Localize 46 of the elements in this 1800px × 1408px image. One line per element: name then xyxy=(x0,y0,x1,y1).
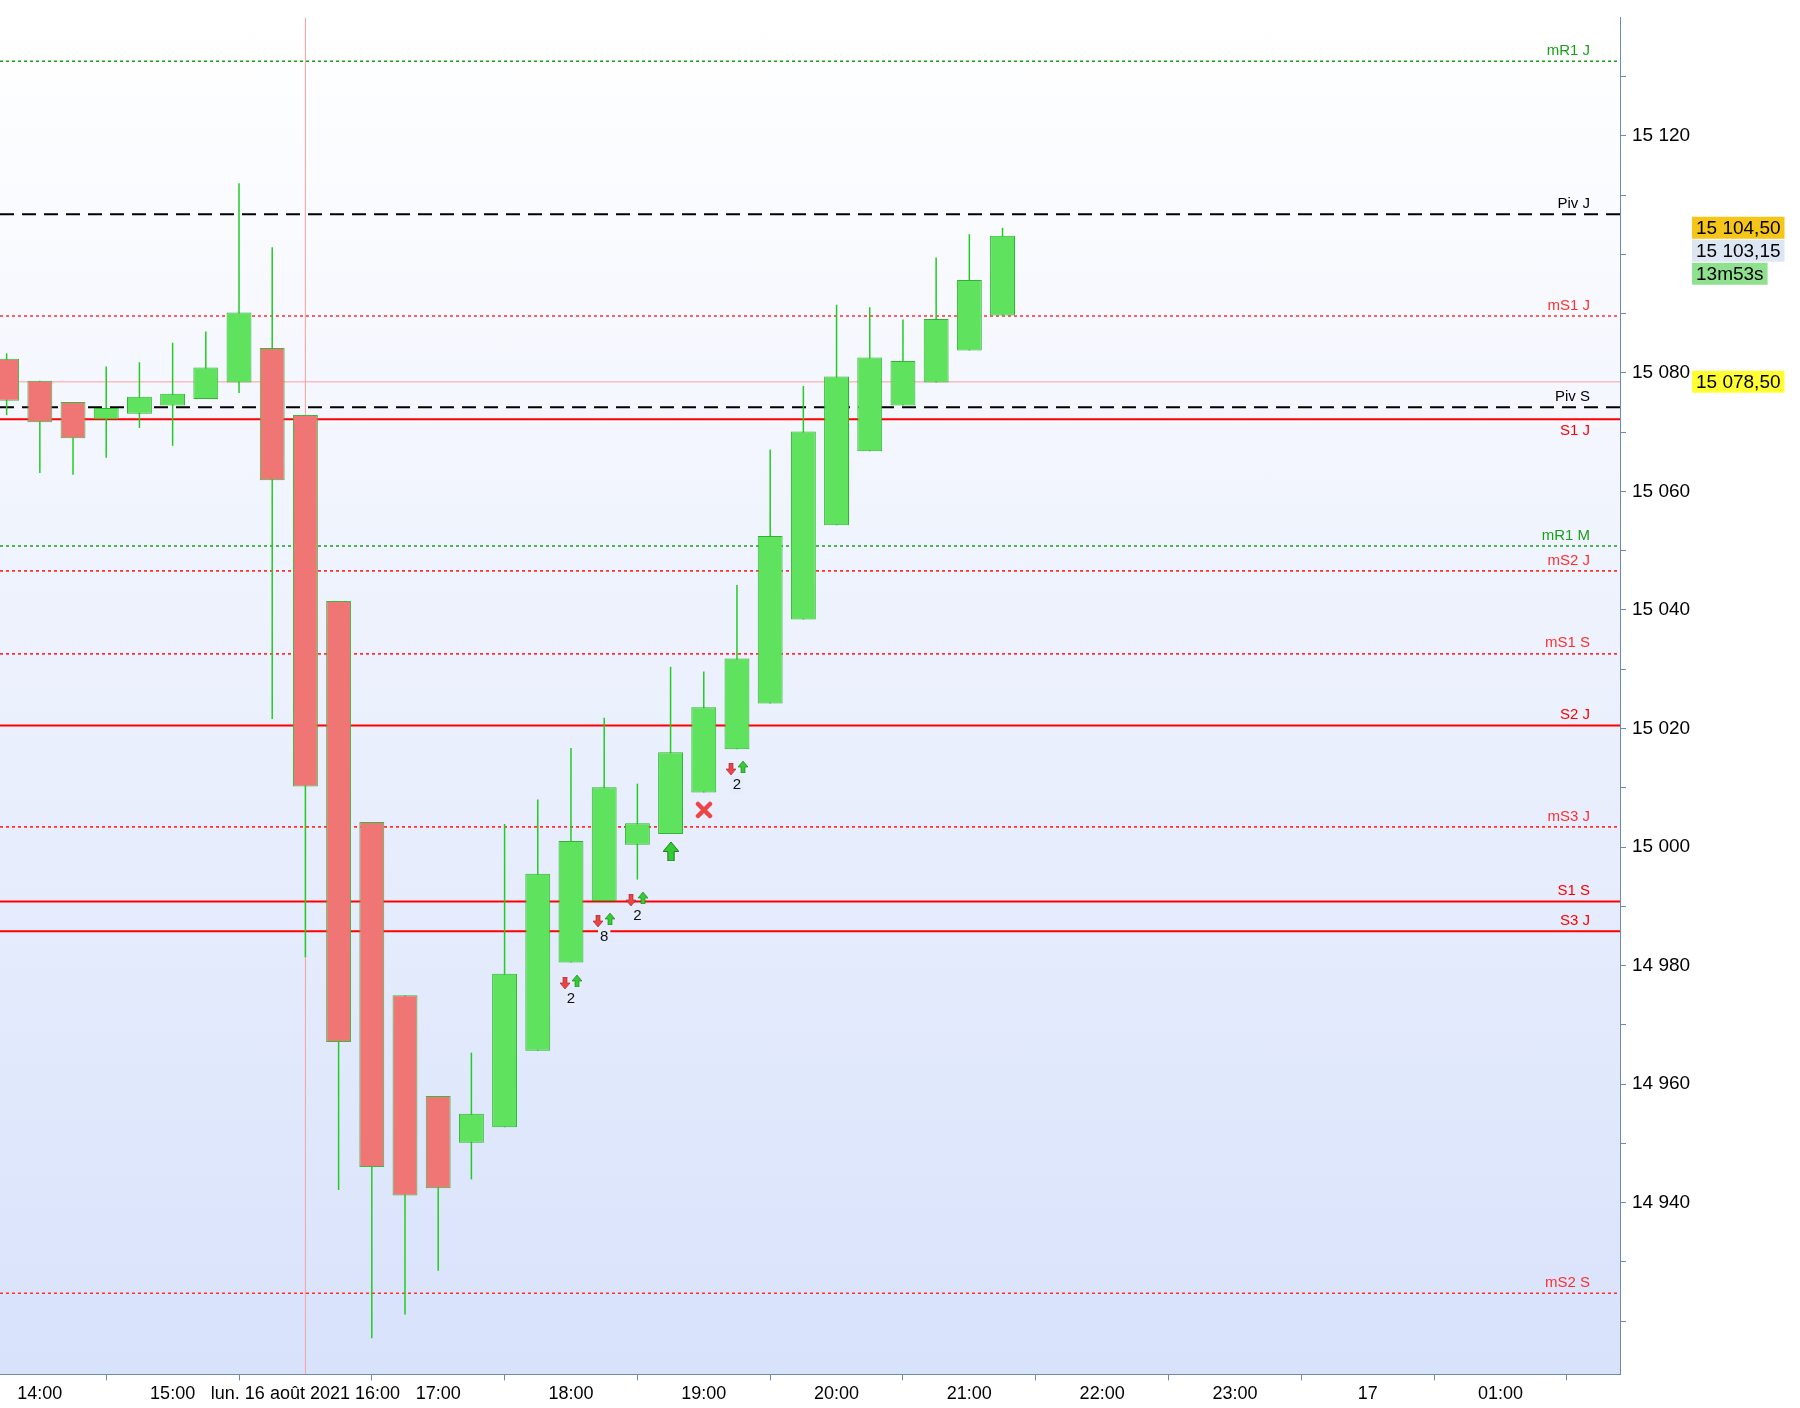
candlestick xyxy=(93,365,119,459)
x-tick-label: 15:00 xyxy=(150,1383,196,1404)
ref-line-label: Piv J xyxy=(1557,193,1590,211)
x-tick-label: 17 xyxy=(1357,1383,1378,1404)
y-tick-label: 15 080 xyxy=(1632,361,1691,383)
x-tick-label: 17:00 xyxy=(415,1383,461,1404)
ref-line-label: mR1 M xyxy=(1541,525,1590,543)
annotation: 2 xyxy=(566,988,576,1006)
x-tick-label: lun. 16 août 2021 16:00 xyxy=(210,1383,400,1404)
ref-line-label: S3 J xyxy=(1559,910,1590,928)
ref-line-label: mS3 J xyxy=(1547,806,1590,824)
y-tick-label: 14 980 xyxy=(1632,953,1691,975)
candlestick xyxy=(624,782,650,881)
annotation: 2 xyxy=(633,905,642,923)
text: 15 103,15 xyxy=(1696,240,1781,261)
x-tick-label: 01:00 xyxy=(1477,1383,1524,1404)
x-tick-label: 20:00 xyxy=(814,1383,860,1404)
ref-line-label: S2 J xyxy=(1559,705,1590,723)
candlestick xyxy=(160,341,186,447)
y-tick-label: 14 940 xyxy=(1632,1190,1691,1212)
ref-line-label: mS1 S xyxy=(1544,633,1590,651)
y-tick-label: 15 000 xyxy=(1632,835,1691,857)
x-tick-label: 21:00 xyxy=(946,1383,992,1404)
ref-line-label: mS1 J xyxy=(1547,295,1590,313)
ref-line-label: S1 J xyxy=(1559,420,1590,438)
x-tick-label: 23:00 xyxy=(1212,1383,1258,1404)
text: 13m53s xyxy=(1696,263,1764,284)
text: 15 104,50 xyxy=(1696,217,1781,238)
ref-line-label: mR1 J xyxy=(1546,40,1590,58)
y-tick-label: 15 120 xyxy=(1632,124,1691,146)
x-tick-label: 19:00 xyxy=(681,1383,727,1404)
annotation: 8 xyxy=(600,927,609,945)
y-tick-label: 14 960 xyxy=(1632,1072,1691,1094)
y-tick-label: 15 060 xyxy=(1632,479,1691,501)
candlestick xyxy=(126,361,152,429)
annotation: 2 xyxy=(732,775,742,793)
x-tick-label: 18:00 xyxy=(548,1383,594,1404)
ref-line-label: S1 S xyxy=(1557,881,1590,899)
x-tick-label: 14:00 xyxy=(17,1383,63,1404)
x-tick-label: 22:00 xyxy=(1079,1383,1125,1404)
ref-line-label: mS2 S xyxy=(1544,1272,1590,1290)
y-tick-label: 15 020 xyxy=(1632,716,1691,738)
ref-line-label: mS2 J xyxy=(1547,550,1590,568)
y-tick-label: 15 040 xyxy=(1632,598,1691,620)
text: 15 078,50 xyxy=(1696,371,1781,393)
ref-line-label: Piv S xyxy=(1554,386,1590,404)
